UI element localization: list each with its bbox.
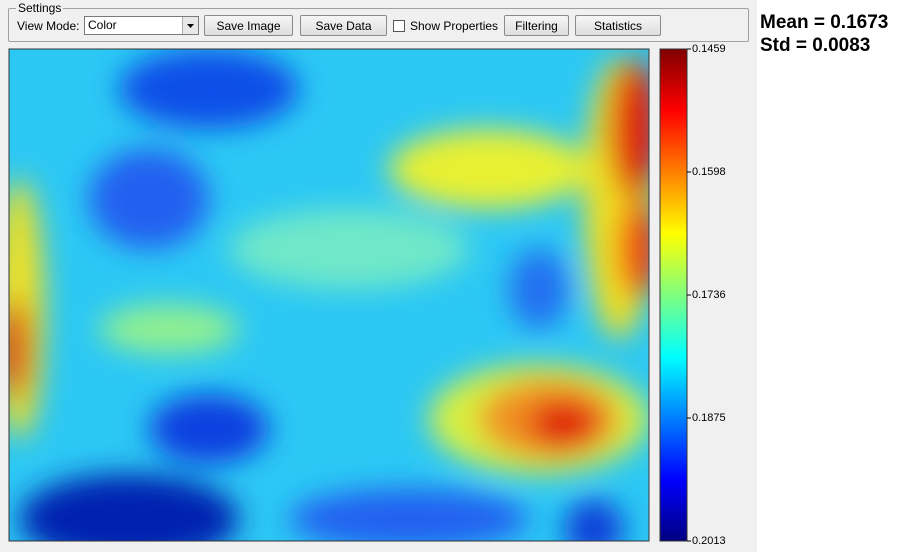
blob bbox=[289, 489, 529, 541]
view-mode-label: View Mode: bbox=[17, 19, 80, 33]
colorbar-tick-label: 0.1598 bbox=[692, 166, 726, 178]
blob bbox=[19, 474, 239, 541]
show-properties-label: Show Properties bbox=[410, 19, 499, 33]
std-text: Std = 0.0083 bbox=[760, 35, 871, 56]
heatmap-image bbox=[9, 49, 649, 541]
blob bbox=[564, 499, 624, 541]
blob bbox=[509, 249, 569, 329]
heatmap-area: 0.1459 0.1598 0.1736 0.1875 0.2013 bbox=[8, 43, 726, 547]
filtering-button[interactable]: Filtering bbox=[504, 15, 569, 36]
view-mode-value: Color bbox=[88, 18, 117, 32]
dropdown-arrow[interactable] bbox=[182, 17, 198, 34]
colorbar-tick-label: 0.1736 bbox=[692, 289, 726, 301]
blob bbox=[529, 399, 599, 449]
heatmap-blobs bbox=[9, 49, 649, 541]
save-image-button[interactable]: Save Image bbox=[204, 15, 293, 36]
colorbar-tick-label: 0.1459 bbox=[692, 43, 726, 55]
colorbar-ticks: 0.1459 0.1598 0.1736 0.1875 0.2013 bbox=[687, 43, 726, 547]
settings-group bbox=[8, 8, 749, 42]
colorbar-tick-label: 0.2013 bbox=[692, 535, 726, 547]
blob bbox=[89, 149, 209, 249]
blob bbox=[149, 394, 269, 464]
arrow-icon bbox=[187, 24, 194, 28]
arrow-shape bbox=[187, 24, 194, 28]
blob bbox=[609, 59, 649, 199]
blob bbox=[389, 129, 589, 209]
show-properties-checkbox[interactable] bbox=[393, 20, 405, 32]
view-mode-select[interactable]: Color bbox=[84, 16, 199, 35]
statistics-button[interactable]: Statistics bbox=[575, 15, 661, 36]
settings-legend: Settings bbox=[16, 1, 64, 15]
heatmap-border bbox=[8, 48, 650, 542]
main-panel: Settings View Mode: Color Save Image Sav… bbox=[0, 0, 757, 552]
save-data-button[interactable]: Save Data bbox=[300, 15, 387, 36]
blob bbox=[619, 199, 649, 299]
blob bbox=[119, 49, 299, 129]
blob bbox=[99, 304, 239, 354]
colorbar bbox=[659, 48, 688, 542]
colorbar-tick-label: 0.1875 bbox=[692, 412, 726, 424]
mean-text: Mean = 0.1673 bbox=[760, 12, 889, 33]
blob bbox=[9, 299, 29, 399]
blob bbox=[229, 209, 469, 289]
